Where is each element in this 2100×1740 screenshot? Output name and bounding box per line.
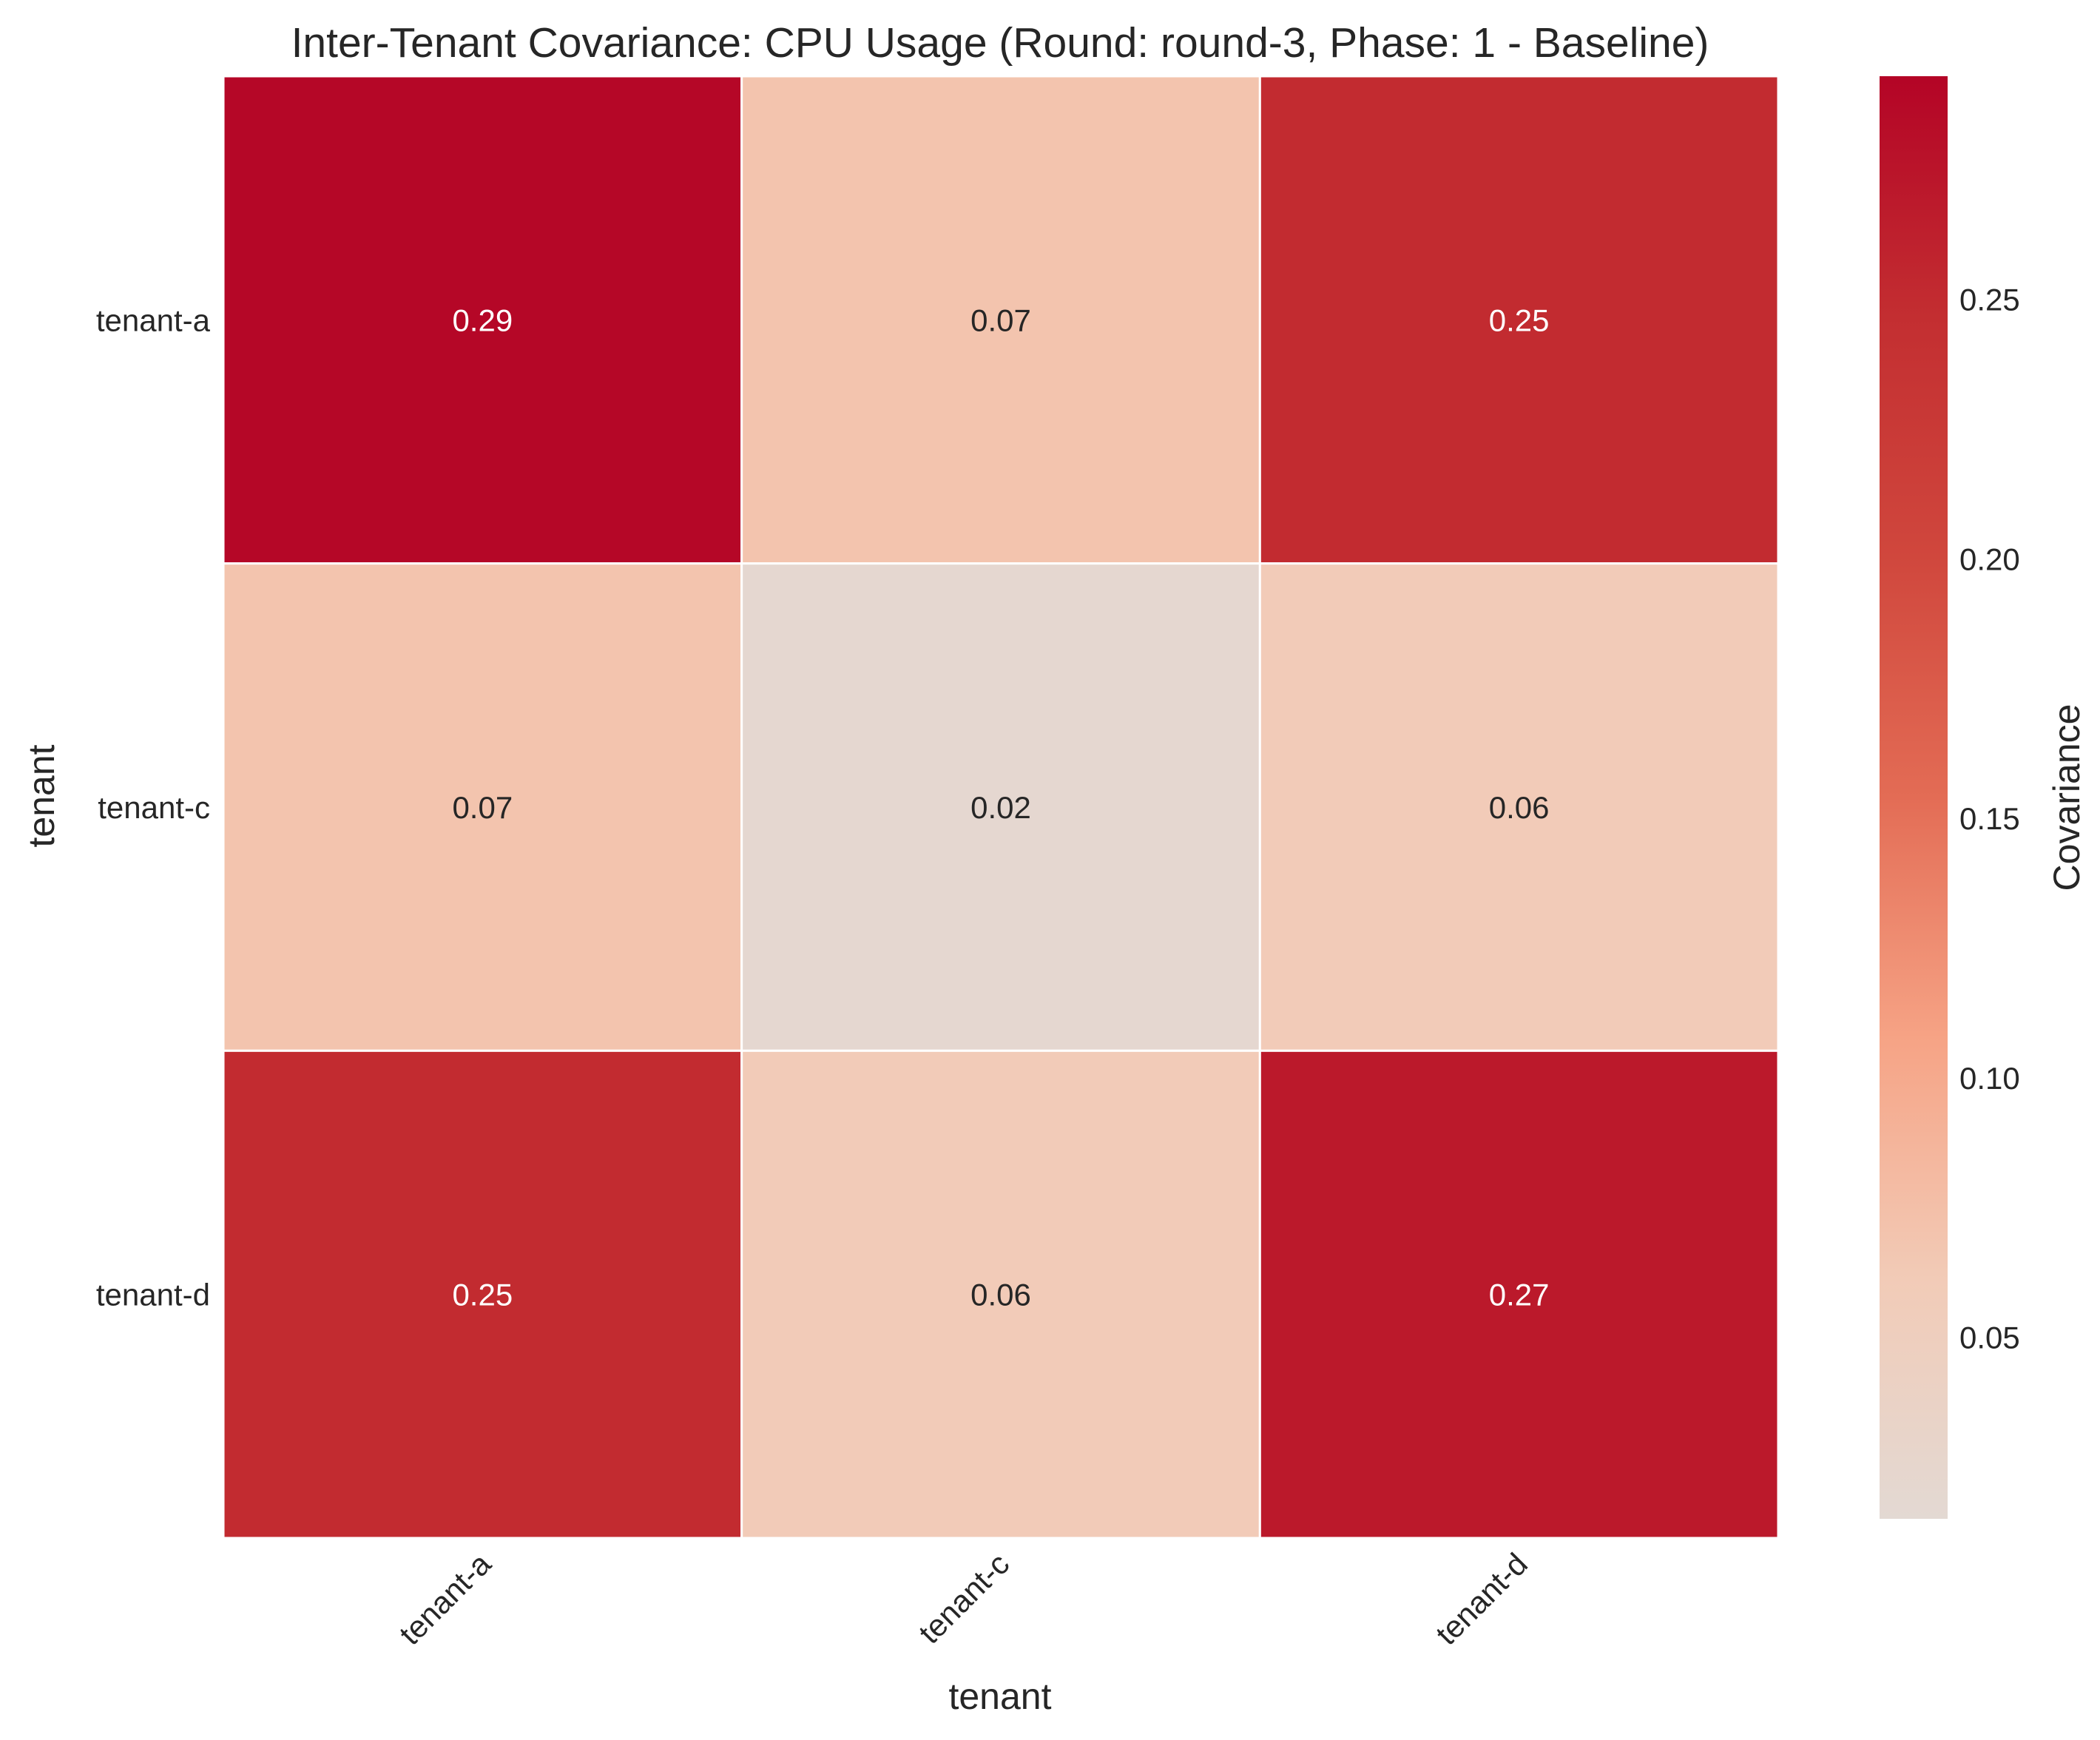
cell-value-labels: 0.29 0.07 0.25 0.07 0.02 0.06 0.25 0.06 0.27 — [452, 303, 1549, 1312]
colorbar-tick-label: 0.05 — [1959, 1320, 2020, 1355]
cell-value-label: 0.07 — [970, 303, 1031, 337]
cell-value-label: 0.02 — [970, 790, 1031, 825]
cell-value-label: 0.25 — [452, 1278, 513, 1312]
x-tick-labels: tenant-a tenant-c tenant-d — [392, 1546, 1534, 1652]
cell-value-label: 0.06 — [970, 1278, 1031, 1312]
colorbar-label: Covariance — [2046, 704, 2087, 891]
y-tick-label: tenant-c — [98, 790, 210, 825]
cell-value-label: 0.06 — [1489, 790, 1550, 825]
y-tick-label: tenant-a — [96, 303, 211, 337]
y-tick-label: tenant-d — [96, 1278, 210, 1312]
x-axis-label: tenant — [948, 1676, 1051, 1717]
cell-value-label: 0.25 — [1489, 303, 1550, 337]
x-tick-label: tenant-d — [1429, 1546, 1534, 1651]
heatmap-cell — [740, 562, 1261, 1052]
heatmap-cell — [1258, 75, 1780, 565]
heatmap-cells — [222, 75, 1780, 1540]
x-tick-label: tenant-c — [912, 1546, 1016, 1650]
chart-title: Inter-Tenant Covariance: CPU Usage (Roun… — [291, 19, 1709, 67]
heatmap-cell — [222, 562, 743, 1052]
heatmap-cell — [1258, 1049, 1780, 1540]
colorbar — [1880, 76, 1948, 1519]
x-tick-label: tenant-a — [392, 1546, 498, 1652]
heatmap-cell — [222, 1049, 743, 1540]
heatmap-cell — [1258, 562, 1780, 1052]
heatmap-cell — [222, 75, 743, 565]
y-axis-label: tenant — [21, 744, 62, 847]
heatmap-cell — [740, 75, 1261, 565]
colorbar-tick-labels: 0.05 0.10 0.15 0.20 0.25 — [1959, 283, 2020, 1355]
cell-value-label: 0.07 — [452, 790, 513, 825]
heatmap-cell — [740, 1049, 1261, 1540]
colorbar-tick-label: 0.10 — [1959, 1061, 2020, 1096]
y-tick-labels: tenant-a tenant-c tenant-d — [96, 303, 211, 1312]
cell-value-label: 0.27 — [1489, 1278, 1550, 1312]
colorbar-tick-label: 0.15 — [1959, 801, 2020, 836]
colorbar-tick-label: 0.25 — [1959, 283, 2020, 317]
cell-value-label: 0.29 — [452, 303, 513, 337]
colorbar-tick-label: 0.20 — [1959, 542, 2020, 576]
